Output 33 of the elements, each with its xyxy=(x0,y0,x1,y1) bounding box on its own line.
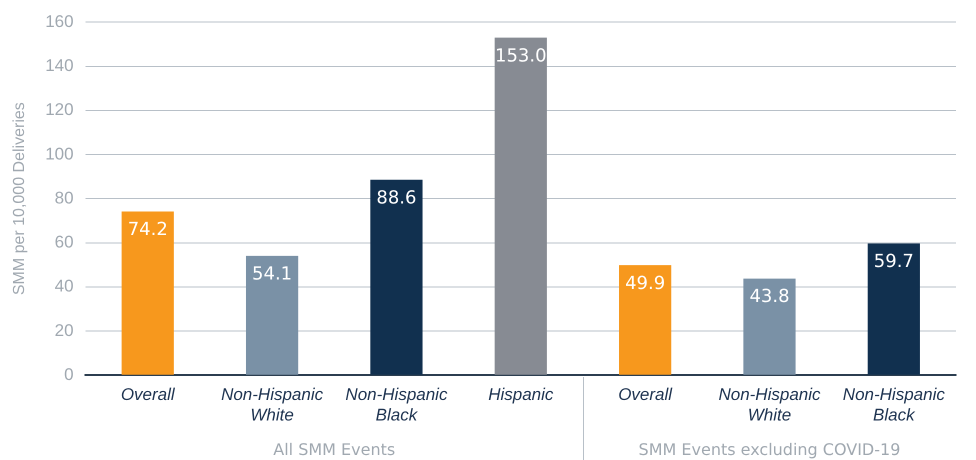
x-tick-label: Non-Hispanic Black xyxy=(345,385,448,425)
data-label: 74.2 xyxy=(128,219,168,240)
data-label: 49.9 xyxy=(625,272,666,294)
y-tick-label: 100 xyxy=(45,144,74,164)
y-axis-title: SMM per 10,000 Deliveries xyxy=(11,102,28,296)
y-tick-label: 60 xyxy=(54,232,74,252)
x-tick-label: Hispanic xyxy=(488,385,554,404)
text: All SMM Events xyxy=(273,440,396,459)
y-tick-label: 80 xyxy=(54,188,74,208)
y-tick-label: 0 xyxy=(64,364,74,384)
x-tick-label: Overall xyxy=(120,385,176,404)
bar xyxy=(122,211,174,375)
y-tick-label: 160 xyxy=(45,12,74,31)
data-label: 54.1 xyxy=(252,264,292,285)
data-label: 43.8 xyxy=(749,286,790,308)
y-tick-label: 40 xyxy=(54,276,74,296)
y-tick-label: 20 xyxy=(54,320,74,340)
y-tick-label: 140 xyxy=(45,56,74,76)
bar xyxy=(494,38,547,375)
x-tick-label: Overall xyxy=(618,385,674,404)
bar xyxy=(743,278,796,375)
text: SMM Events excluding COVID-19 xyxy=(638,440,900,459)
bar xyxy=(370,180,423,375)
bar xyxy=(246,256,298,375)
y-tick-label: 120 xyxy=(45,100,74,120)
x-tick-label: Non-Hispanic White xyxy=(221,385,324,425)
data-label: 88.6 xyxy=(376,187,416,208)
data-label: 59.7 xyxy=(874,251,914,272)
data-label: 153.0 xyxy=(495,45,547,66)
x-tick-label: Non-Hispanic Black xyxy=(842,385,946,425)
bar xyxy=(868,243,920,375)
x-tick-label: Non-Hispanic White xyxy=(718,385,821,425)
bar xyxy=(619,265,672,375)
